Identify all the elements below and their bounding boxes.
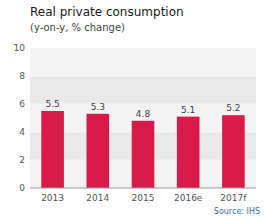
bar xyxy=(87,114,110,188)
x-tick-label: 2017f xyxy=(220,193,247,203)
grid-line xyxy=(30,188,256,189)
y-tick-label: 8 xyxy=(19,71,25,81)
bar xyxy=(177,117,200,188)
bars xyxy=(41,111,244,188)
x-tick-label: 2013 xyxy=(41,193,64,203)
grid-band xyxy=(30,76,256,104)
x-tick-label: 2014 xyxy=(86,193,109,203)
title: Real private consumption xyxy=(30,5,184,19)
x-tick-label: 2015 xyxy=(132,193,155,203)
grid-line xyxy=(30,76,256,77)
bar xyxy=(132,121,155,188)
bar xyxy=(41,111,64,188)
chart: Real private consumption (y-on-y, % chang… xyxy=(0,0,264,219)
data-label: 5.3 xyxy=(91,102,105,112)
data-label: 4.8 xyxy=(136,109,151,119)
data-label: 5.1 xyxy=(181,105,195,115)
y-tick-label: 0 xyxy=(19,183,25,193)
y-tick-label: 10 xyxy=(14,43,26,53)
data-label: 5.2 xyxy=(226,103,240,113)
chart-container: Real private consumption (y-on-y, % chang… xyxy=(0,0,264,219)
y-tick-label: 2 xyxy=(19,155,25,165)
subtitle: (y-on-y, % change) xyxy=(30,22,125,33)
bar xyxy=(222,115,245,188)
grid-line xyxy=(30,104,256,105)
grid-band xyxy=(30,48,256,76)
grid-line xyxy=(30,48,256,49)
data-label: 5.5 xyxy=(45,99,59,109)
y-tick-label: 4 xyxy=(19,127,25,137)
x-tick-label: 2016e xyxy=(174,193,203,203)
baseline xyxy=(30,188,256,189)
y-tick-label: 6 xyxy=(19,99,25,109)
source-annotation: Source: IHS xyxy=(214,207,260,216)
